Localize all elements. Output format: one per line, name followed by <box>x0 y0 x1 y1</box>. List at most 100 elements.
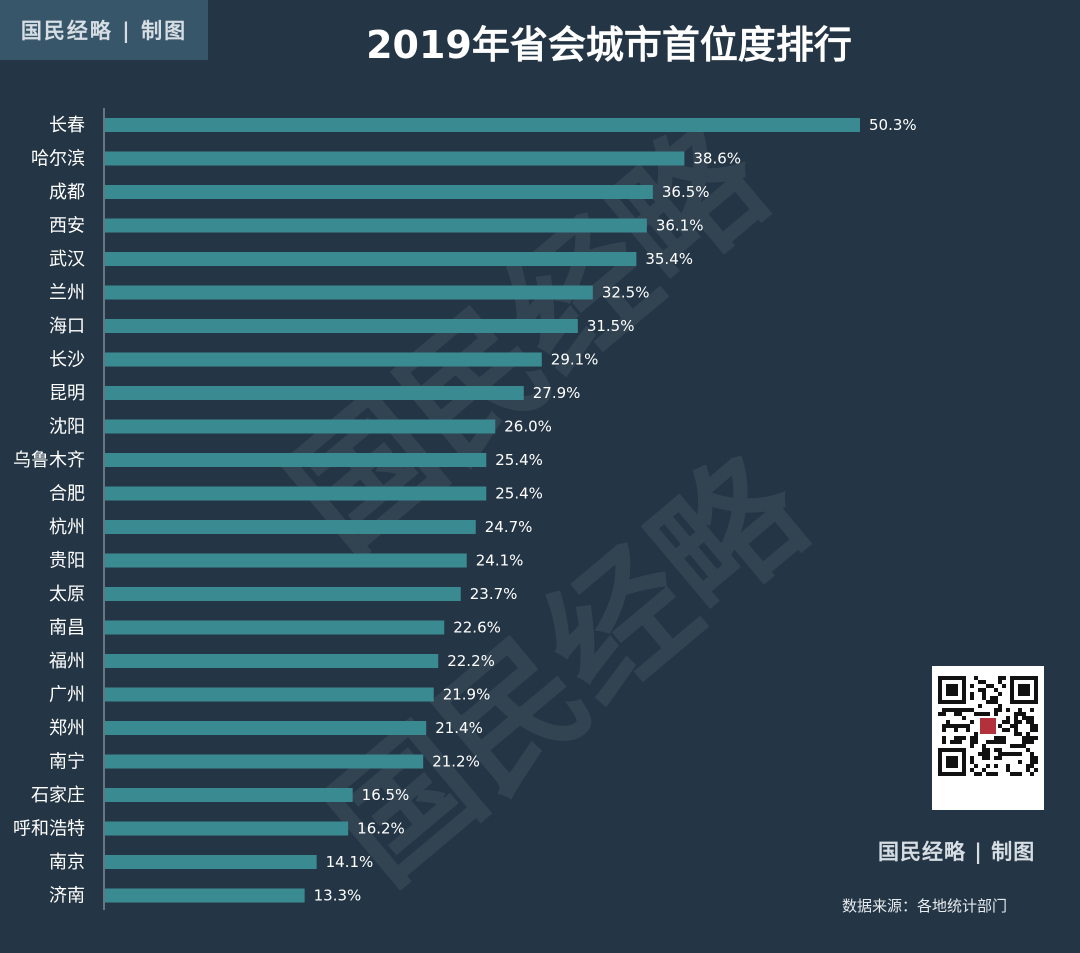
bar <box>105 587 461 601</box>
qr-module <box>982 712 986 716</box>
qr-module <box>958 724 962 728</box>
qr-module <box>950 740 954 744</box>
qr-module <box>938 712 942 716</box>
qr-module <box>974 736 978 740</box>
qr-module <box>970 760 974 764</box>
qr-module <box>958 736 962 740</box>
category-label: 郑州 <box>49 718 85 739</box>
qr-module <box>970 744 974 748</box>
qr-module <box>950 708 954 712</box>
qr-module <box>970 736 974 740</box>
qr-module <box>994 708 998 712</box>
bar <box>105 486 487 501</box>
qr-module <box>974 676 978 680</box>
bar <box>105 151 685 166</box>
qr-module <box>986 748 990 752</box>
qr-module <box>962 708 966 712</box>
qr-module <box>998 752 1002 756</box>
qr-module <box>978 752 982 756</box>
category-label: 西安 <box>49 216 85 237</box>
category-label: 太原 <box>49 584 85 605</box>
qr-module <box>1026 768 1030 772</box>
data-label: 32.5% <box>602 284 650 302</box>
qr-module <box>954 728 958 732</box>
data-label: 14.1% <box>326 853 374 871</box>
qr-module <box>978 680 982 684</box>
qr-module <box>954 740 958 744</box>
bar <box>105 118 860 132</box>
bar <box>105 553 467 568</box>
category-label: 杭州 <box>49 517 85 538</box>
data-label: 21.9% <box>443 686 491 704</box>
bar <box>105 285 593 300</box>
qr-module <box>1006 768 1010 772</box>
qr-module <box>1006 752 1010 756</box>
qr-module <box>1030 752 1034 756</box>
qr-module <box>1018 712 1022 716</box>
category-label: 合肥 <box>49 484 85 505</box>
qr-module <box>1014 732 1018 736</box>
qr-module <box>1018 684 1030 696</box>
qr-module <box>990 700 994 704</box>
qr-module <box>1014 724 1018 728</box>
qr-module <box>982 744 986 748</box>
qr-module <box>1002 740 1006 744</box>
qr-module <box>990 684 994 688</box>
qr-module <box>1010 724 1014 728</box>
qr-module <box>998 680 1002 684</box>
qr-module <box>1030 724 1034 728</box>
data-label: 16.5% <box>362 786 410 804</box>
category-label: 兰州 <box>49 283 85 304</box>
bar <box>105 788 353 802</box>
category-label: 南昌 <box>49 618 85 639</box>
qr-module <box>974 732 978 736</box>
qr-module <box>978 704 982 708</box>
qr-module <box>966 708 970 712</box>
qr-module <box>1014 720 1018 724</box>
qr-module <box>970 768 974 772</box>
qr-module <box>1026 736 1030 740</box>
qr-module <box>998 740 1002 744</box>
qr-module <box>978 688 982 692</box>
data-label: 31.5% <box>587 317 635 335</box>
qr-module <box>1030 756 1034 760</box>
qr-module <box>1030 708 1034 712</box>
category-label: 呼和浩特 <box>13 819 85 840</box>
qr-module <box>1030 716 1034 720</box>
qr-module <box>1018 720 1022 724</box>
qr-module <box>1018 772 1022 776</box>
qr-module <box>998 748 1002 752</box>
qr-module <box>1030 740 1034 744</box>
qr-module <box>946 756 958 768</box>
data-label: 36.1% <box>656 217 704 235</box>
data-label: 27.9% <box>533 384 581 402</box>
qr-module <box>970 756 974 760</box>
bars-group: 长春 50.3% 哈尔滨 38.6% 成都 36.5% 西安 36.1% 武汉 35.4% 兰州 32… <box>13 115 917 907</box>
data-label: 25.4% <box>495 451 543 469</box>
category-label: 昆明 <box>49 383 85 404</box>
category-label: 乌鲁木齐 <box>13 450 85 471</box>
qr-module <box>1034 756 1038 760</box>
qr-module <box>994 696 998 700</box>
qr-module <box>974 712 978 716</box>
qr-module <box>1026 732 1030 736</box>
qr-module <box>994 700 998 704</box>
bar <box>105 386 524 400</box>
qr-module <box>966 724 970 728</box>
qr-code[interactable] <box>932 666 1044 810</box>
source-note: 数据来源：各地统计部门 <box>842 897 1008 915</box>
qr-module <box>1026 748 1030 752</box>
qr-module <box>1022 744 1026 748</box>
qr-module <box>1030 764 1034 768</box>
qr-module <box>970 684 974 688</box>
qr-module <box>1022 716 1026 720</box>
qr-module <box>950 724 954 728</box>
data-label: 38.6% <box>693 150 741 168</box>
data-label: 13.3% <box>314 887 362 905</box>
qr-module <box>982 752 986 756</box>
qr-module <box>958 712 962 716</box>
qr-module <box>998 704 1002 708</box>
category-label: 长春 <box>49 115 85 136</box>
qr-module <box>1014 712 1018 716</box>
qr-module <box>994 736 998 740</box>
